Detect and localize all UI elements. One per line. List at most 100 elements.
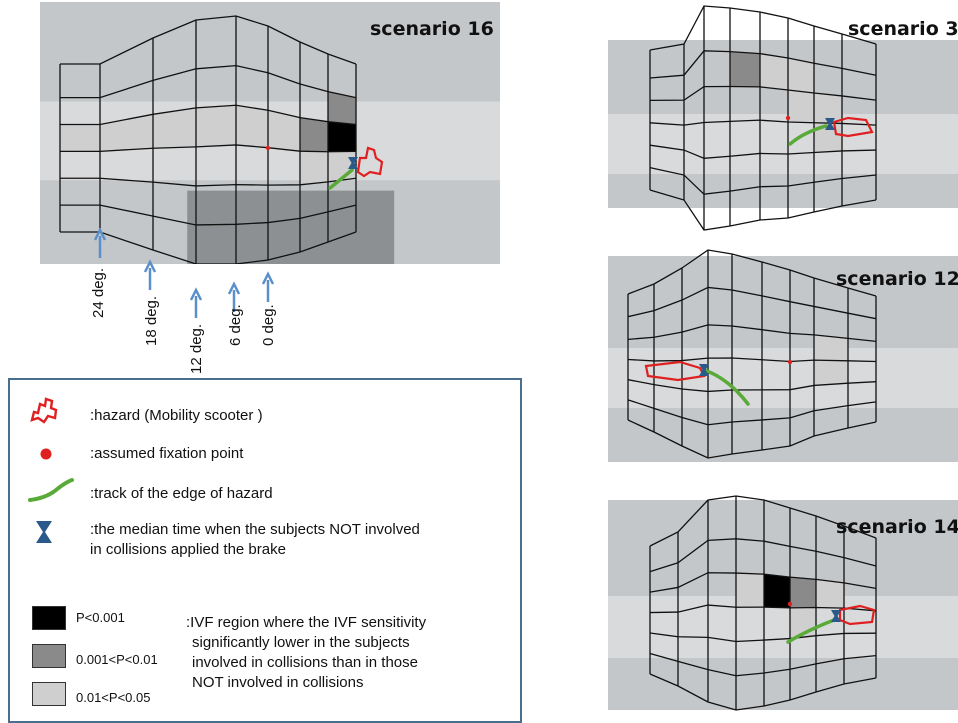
grid-cell-level_p05 bbox=[196, 105, 236, 147]
hazard-icon bbox=[30, 397, 58, 424]
degree-label-0: 0 deg. bbox=[260, 304, 277, 346]
scenario-3-grid bbox=[608, 5, 958, 231]
grid-horizontal-line bbox=[60, 104, 357, 126]
legend-p001-text: P<0.001 bbox=[76, 610, 125, 625]
grid-horizontal-line bbox=[649, 50, 877, 79]
grid-horizontal-line bbox=[60, 64, 357, 99]
scenario-16-grid bbox=[40, 2, 500, 264]
legend-p05-text: 0.01<P<0.05 bbox=[76, 690, 151, 705]
scenario-14-hazard bbox=[838, 604, 876, 626]
hazard-track bbox=[786, 618, 836, 644]
scenario-12-scene bbox=[608, 256, 958, 462]
grid-cell-level_p05 bbox=[736, 573, 764, 608]
scenario-3-label: scenario 3 bbox=[848, 18, 958, 40]
legend-median-text-1: :the median time when the subjects NOT i… bbox=[90, 521, 420, 538]
fixation-point bbox=[787, 359, 793, 365]
scenario-3-panel: scenario 3 bbox=[608, 4, 958, 236]
grid-horizontal-line bbox=[649, 632, 877, 643]
grid-horizontal-line bbox=[649, 673, 877, 711]
grid-horizontal-line bbox=[60, 204, 357, 226]
grid-horizontal-line bbox=[627, 399, 877, 426]
grid-cell-level_p001 bbox=[764, 574, 790, 608]
grid-cell-level_p05 bbox=[300, 151, 328, 185]
degree-arrow-head bbox=[189, 287, 203, 301]
grid-horizontal-line bbox=[627, 249, 877, 297]
grid-horizontal-line bbox=[649, 189, 877, 231]
scenario-3-hazard bbox=[832, 116, 874, 138]
degree-label-6: 6 deg. bbox=[227, 304, 244, 346]
scenario-16-panel: scenario 16 bbox=[40, 2, 500, 264]
legend-hazard-text: :hazard (Mobility scooter ) bbox=[90, 407, 263, 424]
degree-arrow-head bbox=[261, 271, 275, 285]
grid-cell-level_p001 bbox=[328, 121, 356, 152]
scenario-3-ivf-grid bbox=[649, 5, 877, 231]
legend-ivf-text-1: :IVF region where the IVF sensitivity bbox=[186, 614, 427, 631]
grid-cell-level_p01 bbox=[730, 51, 760, 87]
scene-dashboard bbox=[187, 190, 395, 264]
legend-fixation-text: :assumed fixation point bbox=[90, 445, 244, 462]
grid-horizontal-line bbox=[60, 144, 357, 153]
hazard-track bbox=[328, 168, 354, 190]
hazard-track bbox=[702, 368, 750, 406]
degree-label-18: 18 deg. bbox=[143, 295, 160, 346]
grid-cell-level_p05 bbox=[814, 360, 848, 386]
degree-arrow-head bbox=[227, 281, 241, 295]
grid-cell-level_p05 bbox=[236, 105, 268, 148]
grid-cell-level_p05 bbox=[268, 110, 300, 152]
grid-horizontal-line bbox=[649, 119, 877, 126]
grid-horizontal-line bbox=[649, 572, 877, 593]
scenario-14-panel: scenario 14 bbox=[608, 492, 958, 718]
scenario-14-label: scenario 14 bbox=[836, 516, 958, 538]
legend-ivf-text-2: significantly lower in the subjects bbox=[192, 634, 410, 651]
grid-horizontal-line bbox=[649, 166, 877, 195]
median-brake-mark bbox=[831, 610, 841, 622]
grid-horizontal-line bbox=[627, 357, 877, 363]
fixation-point bbox=[265, 145, 271, 151]
scenario-16-hazard bbox=[356, 146, 384, 178]
scenario-12-ivf-grid bbox=[627, 249, 877, 459]
scenario-12-label: scenario 12 bbox=[836, 268, 958, 290]
hazard-track bbox=[788, 124, 828, 146]
grid-horizontal-line bbox=[627, 324, 877, 343]
degree-arrow-head bbox=[143, 259, 157, 273]
median-brake-mark bbox=[699, 364, 709, 376]
scenario-12-grid bbox=[608, 249, 958, 462]
median-brake-icon bbox=[36, 521, 52, 543]
scenario-14-grid bbox=[608, 495, 958, 711]
track-icon bbox=[28, 478, 74, 502]
scenario-16-ivf-grid bbox=[59, 15, 357, 264]
degree-label-24: 24 deg. bbox=[90, 267, 107, 318]
grid-horizontal-line bbox=[60, 231, 357, 264]
swatch-p01 bbox=[32, 644, 66, 668]
median-brake-mark bbox=[348, 157, 358, 169]
legend-track-text: :track of the edge of hazard bbox=[90, 485, 273, 502]
legend-ivf-text-3: involved in collisions than in those bbox=[192, 654, 418, 671]
grid-horizontal-line bbox=[627, 419, 877, 459]
grid-horizontal-line bbox=[627, 379, 877, 393]
grid-cell-level_p05 bbox=[814, 92, 842, 124]
grid-cell-level_p05 bbox=[816, 579, 844, 609]
grid-horizontal-line bbox=[60, 177, 357, 187]
fixation-point bbox=[785, 115, 791, 121]
grid-cell-level_p05 bbox=[760, 53, 788, 90]
grid-horizontal-line bbox=[649, 652, 877, 677]
swatch-p001 bbox=[32, 606, 66, 630]
degree-arrows bbox=[93, 228, 275, 318]
grid-horizontal-line bbox=[649, 85, 877, 102]
grid-cell-level_p05 bbox=[814, 334, 848, 361]
degree-arrow-head bbox=[93, 228, 107, 241]
grid-cell-level_p05 bbox=[153, 107, 196, 149]
grid-horizontal-line bbox=[627, 286, 877, 320]
grid-horizontal-line bbox=[649, 495, 877, 547]
grid-cell-level_p05 bbox=[788, 58, 814, 93]
legend-box: :hazard (Mobility scooter ) :assumed fix… bbox=[8, 378, 522, 723]
grid-cell-level_p05 bbox=[100, 114, 153, 152]
median-brake-mark bbox=[825, 118, 835, 130]
grid-cell-level_p05 bbox=[788, 90, 814, 123]
grid-horizontal-line bbox=[60, 15, 357, 65]
grid-cell-level_p01 bbox=[328, 91, 356, 125]
grid-horizontal-line bbox=[649, 5, 877, 51]
scenario-16-label: scenario 16 bbox=[370, 18, 494, 40]
grid-horizontal-line bbox=[649, 604, 877, 614]
grid-cell-level_p01 bbox=[300, 117, 328, 152]
